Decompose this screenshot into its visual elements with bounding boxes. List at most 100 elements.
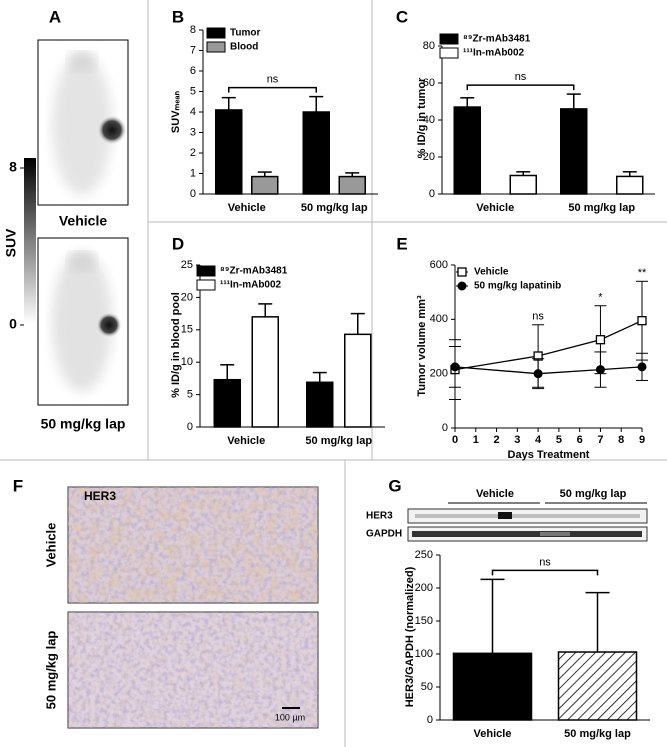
row-label: 50 mg/kg lap — [43, 631, 58, 710]
colorbar — [24, 158, 36, 324]
y-tick-label: 7 — [190, 44, 196, 56]
panel-label: F — [13, 476, 23, 495]
scale-label: 100 µm — [275, 712, 305, 722]
legend-label: ¹¹¹In-mAb002 — [463, 48, 525, 59]
x-tick-label: 8 — [618, 434, 624, 446]
y-tick-label: 100 — [415, 648, 433, 660]
bar — [452, 652, 533, 721]
colorbar-tick-label: 8 — [9, 159, 17, 175]
x-tick-label: Vehicle — [474, 728, 512, 740]
bar — [306, 381, 334, 428]
y-axis-title: HER3/GAPDH (normalized) — [404, 566, 416, 707]
legend-label: ⁸⁹Zr-mAb3481 — [463, 34, 531, 45]
x-tick-label: 5 — [556, 434, 562, 446]
series-line — [454, 366, 643, 375]
x-tick-label: 50 mg/kg lap — [564, 728, 631, 740]
blot-group: Vehicle — [476, 488, 514, 500]
legend-marker — [457, 281, 467, 291]
legend-swatch — [206, 41, 226, 53]
series-line — [454, 320, 643, 371]
y-tick-label: 200 — [430, 368, 448, 380]
y-tick-label: 0 — [442, 422, 448, 434]
y-tick-label: 60 — [423, 77, 435, 89]
x-tick-label: 3 — [514, 434, 520, 446]
y-tick-label: 15 — [181, 324, 193, 336]
marker — [595, 365, 605, 375]
bar — [560, 108, 588, 195]
legend-label: Vehicle — [474, 267, 509, 278]
image-label: Vehicle — [59, 213, 107, 229]
y-tick-label: 80 — [423, 40, 435, 52]
annotation: ns — [267, 74, 279, 86]
panel-label: B — [172, 7, 184, 26]
stain-label: HER3 — [84, 489, 116, 503]
y-tick-label: 40 — [423, 114, 435, 126]
x-tick-label: 0 — [452, 434, 458, 446]
legend-label: Blood — [230, 42, 258, 53]
y-axis-title: Tumor volume mm³ — [416, 295, 428, 397]
x-tick-label: 4 — [535, 434, 542, 446]
x-tick-label: 50 mg/kg lap — [301, 202, 368, 214]
y-tick-label: 2 — [190, 147, 196, 159]
legend-marker — [457, 267, 467, 277]
x-tick-label: 9 — [639, 434, 645, 446]
legend-label: 50 mg/kg lapatinib — [474, 281, 561, 292]
legend-label: ¹¹¹In-mAb002 — [220, 280, 282, 291]
marker — [595, 335, 606, 345]
y-tick-label: 10 — [181, 356, 193, 368]
blot — [407, 508, 648, 542]
pet-image — [37, 237, 129, 406]
marker — [637, 316, 647, 326]
y-tick-label: 25 — [181, 259, 193, 271]
y-tick-label: 0 — [429, 188, 435, 200]
annotation: ns — [532, 311, 544, 323]
y-tick-label: 0 — [190, 188, 196, 200]
panel-label: E — [396, 234, 407, 253]
legend-swatch — [196, 279, 216, 291]
blot-row: HER3 — [366, 511, 393, 522]
legend-swatch — [196, 265, 216, 277]
x-tick-label: 50 mg/kg lap — [305, 435, 372, 447]
y-tick-label: 5 — [190, 85, 196, 97]
x-tick-label: Vehicle — [228, 202, 266, 214]
x-tick-label: 7 — [597, 434, 603, 446]
y-tick-label: 8 — [190, 24, 196, 36]
bar — [557, 651, 638, 721]
y-tick-label: 20 — [181, 291, 193, 303]
legend-swatch — [439, 47, 459, 59]
y-tick-label: 150 — [415, 615, 433, 627]
legend-swatch — [206, 27, 226, 39]
x-tick-label: Vehicle — [476, 202, 514, 214]
y-tick-label: 6 — [190, 65, 196, 77]
bar — [213, 378, 241, 428]
blot-row: GAPDH — [366, 529, 402, 540]
histology-image — [67, 611, 319, 729]
x-tick-label: 50 mg/kg lap — [568, 202, 635, 214]
panel-label: A — [49, 7, 61, 26]
y-tick-label: 200 — [415, 582, 433, 594]
y-tick-label: 400 — [430, 313, 448, 325]
x-tick-label: 6 — [577, 434, 583, 446]
bar — [251, 175, 279, 195]
annotation: ns — [515, 71, 527, 83]
legend-swatch — [439, 33, 459, 45]
x-tick-label: Vehicle — [227, 435, 265, 447]
panel-label: G — [388, 476, 401, 495]
bar — [302, 111, 330, 195]
significance-bracket — [466, 84, 575, 91]
y-tick-label: 4 — [190, 106, 196, 118]
y-tick-label: 250 — [415, 549, 433, 561]
image-label: 50 mg/kg lap — [41, 416, 126, 432]
annotation: * — [598, 292, 603, 304]
marker — [450, 362, 460, 372]
x-axis-title: Days Treatment — [508, 449, 590, 461]
bar — [509, 174, 537, 195]
marker — [637, 362, 647, 372]
bar — [251, 316, 279, 428]
y-tick-label: 3 — [190, 126, 196, 138]
colorbar-tick-label: 0 — [9, 316, 17, 332]
bar — [616, 175, 644, 195]
bar — [338, 175, 366, 195]
